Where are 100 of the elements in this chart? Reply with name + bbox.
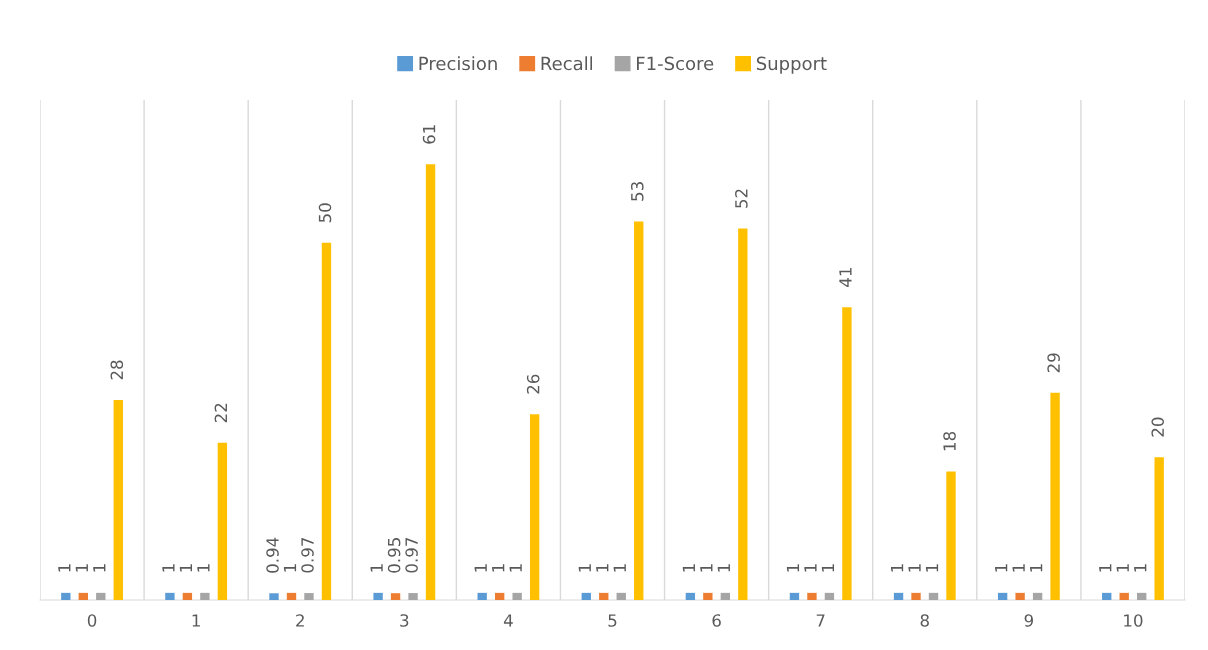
bar (61, 592, 71, 600)
data-label: 1 (93, 564, 106, 572)
data-label: 1 (1099, 564, 1112, 572)
bar (494, 592, 505, 600)
data-label: 1 (821, 564, 835, 572)
data-label: 1 (786, 564, 800, 572)
x-tick-label: 9 (1024, 614, 1033, 627)
data-label: 1 (370, 564, 383, 572)
bar (512, 592, 522, 600)
data-label: 1 (890, 564, 904, 572)
legend-label: Precision (419, 56, 497, 71)
legend-label: Recall (541, 56, 593, 71)
data-label: 1 (509, 564, 522, 572)
data-label: 20 (1151, 417, 1165, 437)
data-label: 1 (75, 564, 88, 572)
data-label: 1 (700, 564, 713, 572)
x-tick-label: 0 (87, 614, 97, 627)
data-label: 1 (804, 564, 817, 572)
data-label: 26 (526, 374, 540, 394)
bar (113, 400, 123, 600)
data-label: 18 (943, 431, 956, 451)
x-tick-label: 6 (712, 614, 721, 627)
data-label: 0.95 (387, 538, 401, 573)
data-label: 50 (318, 203, 332, 223)
data-label: 1 (925, 564, 939, 572)
bar (738, 228, 748, 600)
x-tick-label: 7 (816, 614, 825, 627)
data-label: 0.97 (405, 537, 418, 573)
bar (1137, 592, 1147, 600)
data-label: 1 (578, 564, 591, 572)
bar (893, 592, 904, 600)
legend-label: F1-Score (637, 56, 714, 71)
bar (1050, 392, 1060, 600)
data-label: 28 (110, 360, 124, 380)
bar (373, 592, 383, 600)
bar (599, 592, 609, 600)
data-label: 1 (162, 564, 175, 572)
bar (634, 221, 644, 600)
bar (946, 471, 956, 600)
data-label: 1 (908, 564, 921, 572)
data-label: 1 (58, 564, 71, 572)
bar (529, 414, 540, 600)
bar (200, 592, 210, 600)
data-label: 1 (1030, 564, 1043, 572)
bar (269, 593, 279, 600)
bar (824, 592, 835, 600)
data-label: 52 (735, 189, 748, 208)
bar (408, 593, 418, 600)
data-label: 0.97 (301, 537, 314, 573)
bar (703, 592, 713, 600)
bar (720, 592, 731, 600)
bar (96, 592, 106, 600)
bar (1119, 592, 1129, 600)
data-label: 1 (596, 564, 609, 572)
data-label: 41 (839, 268, 852, 287)
bar (425, 164, 436, 600)
data-label: 1 (1116, 564, 1129, 572)
bar (217, 442, 228, 600)
bar (321, 242, 332, 600)
bar (842, 307, 852, 600)
bar (286, 592, 297, 600)
data-label: 1 (1012, 564, 1025, 572)
bar (789, 592, 800, 600)
bar (304, 593, 314, 600)
x-tick-label: 1 (192, 614, 200, 627)
bar (1032, 592, 1043, 600)
bar (581, 592, 591, 600)
x-tick-label: 2 (296, 614, 304, 627)
data-label: 1 (717, 564, 730, 572)
bar (911, 592, 921, 600)
data-label: 1 (613, 564, 626, 572)
data-label: 1 (197, 564, 210, 572)
bar (1015, 592, 1025, 600)
data-label: 1 (474, 564, 487, 572)
data-label: 1 (1134, 564, 1147, 572)
x-tick-label: 10 (1124, 614, 1143, 627)
bar (997, 592, 1008, 600)
bar (616, 592, 626, 600)
x-tick-label: 8 (920, 614, 929, 627)
bar (1102, 592, 1112, 600)
bar (165, 592, 175, 600)
data-label: 0.94 (266, 537, 279, 573)
x-tick-label: 4 (503, 614, 513, 627)
bar (807, 592, 817, 600)
bar (1154, 457, 1164, 600)
data-label: 22 (214, 403, 227, 423)
bar (390, 593, 401, 600)
x-tick-label: 3 (400, 614, 409, 627)
data-label: 1 (995, 564, 1008, 572)
data-label: 53 (630, 182, 644, 201)
data-label: 1 (492, 564, 505, 572)
bar (182, 592, 193, 600)
bar (685, 592, 696, 600)
data-label: 1 (682, 564, 695, 572)
bar (928, 592, 939, 600)
data-label: 61 (422, 125, 436, 144)
data-label: 1 (283, 564, 297, 572)
data-label: 29 (1047, 353, 1060, 373)
legend-label: Support (756, 56, 827, 74)
bar (477, 592, 487, 600)
